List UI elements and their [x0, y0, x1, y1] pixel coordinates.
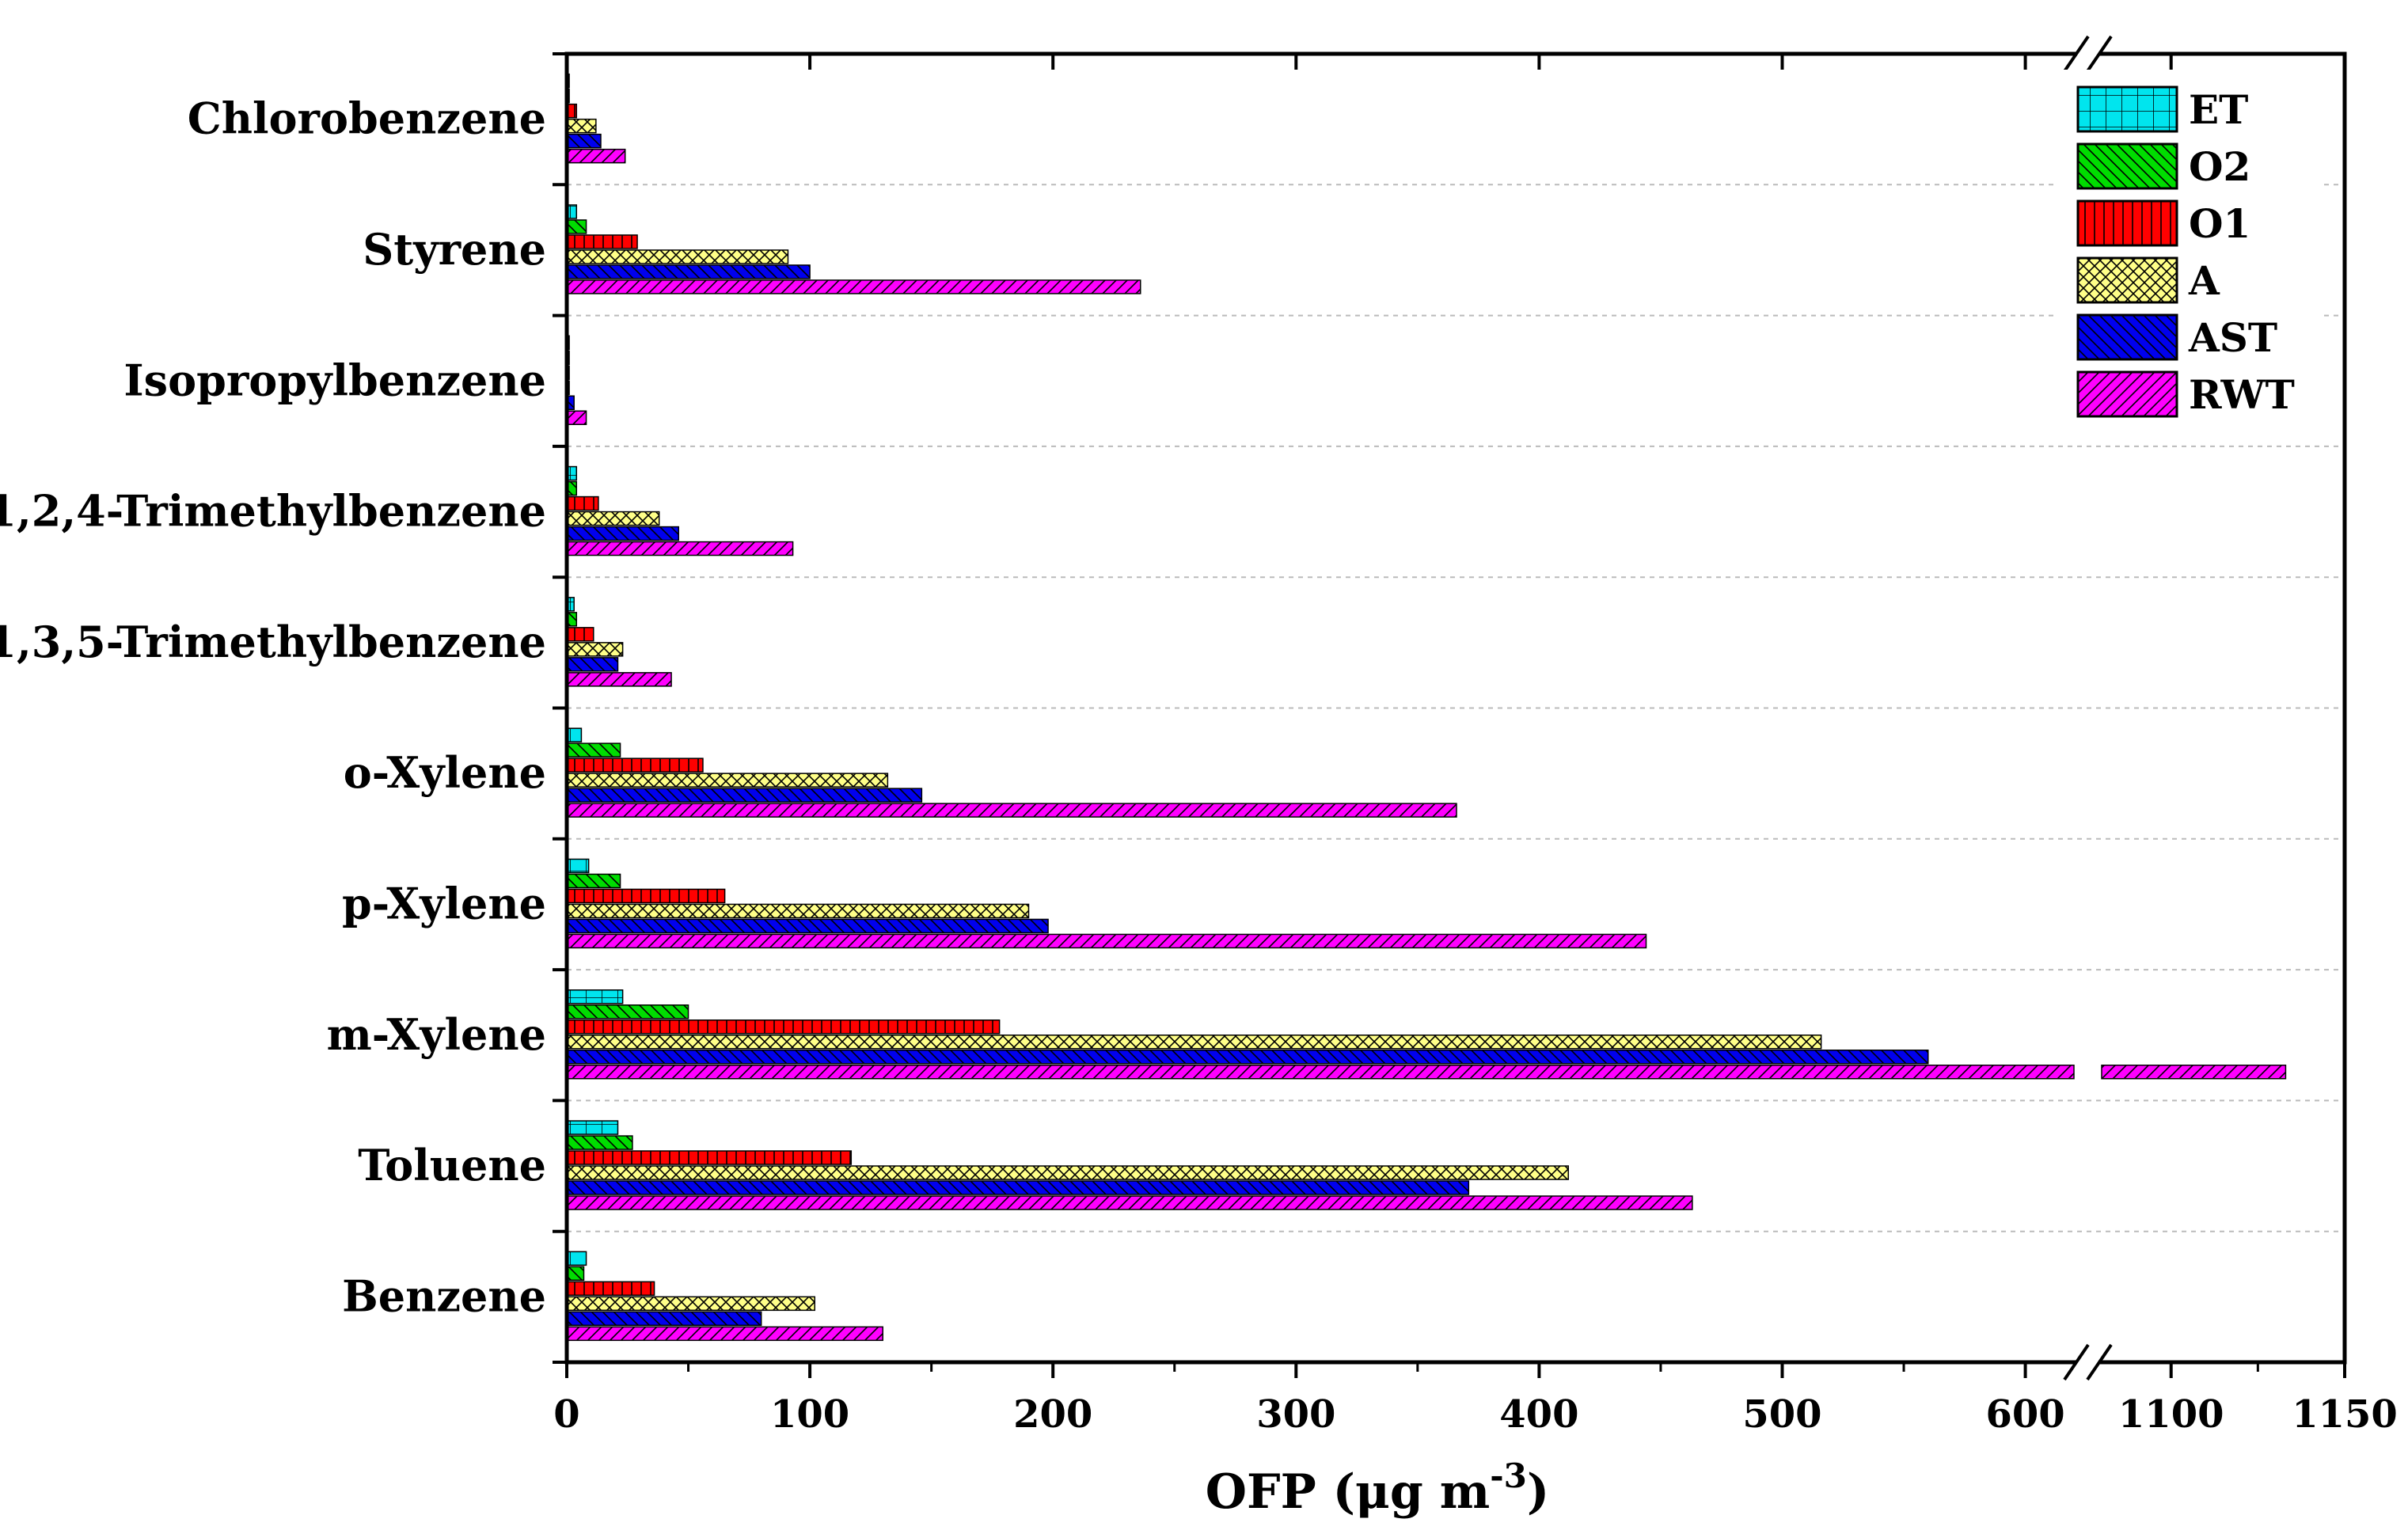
break-slash [2086, 35, 2113, 73]
grid-lines [567, 184, 2345, 1232]
x-tick-label: 600 [1985, 1392, 2064, 1437]
bar-O1 [566, 234, 638, 249]
legend-swatch-AST [2076, 313, 2178, 361]
break-gap [2077, 1356, 2098, 1369]
x-tick-label: 0 [553, 1392, 579, 1437]
category-label: m-Xylene [327, 1009, 546, 1060]
bar-AST [566, 788, 923, 803]
bar-O2 [566, 1135, 633, 1150]
legend-swatch-A [2076, 256, 2178, 304]
break-slash [2063, 1343, 2090, 1381]
category-label: Isopropylbenzene [123, 355, 546, 405]
bar-O1 [566, 1281, 655, 1297]
bar-O1 [566, 888, 726, 904]
bar-O2 [566, 742, 621, 758]
bar-RWT [566, 410, 587, 425]
break-slash [2063, 35, 2090, 73]
bar-AST [566, 133, 602, 149]
axis-break-marks [2063, 35, 2113, 1381]
bar-RWT [566, 1195, 1693, 1210]
break-slash [2086, 1343, 2113, 1381]
bar-O2 [566, 219, 587, 234]
category-label: 1,3,5-Trimethylbenzene [0, 617, 546, 667]
category-label: Toluene [358, 1140, 546, 1190]
bar-O1 [566, 496, 599, 511]
x-axis-title: OFP (μg m-3) [1206, 1456, 1550, 1520]
category-label: p-Xylene [342, 878, 546, 928]
bar-AST [566, 657, 619, 672]
category-labels: Chlorobenzene Styrene Isopropylbenzene 1,2,… [0, 93, 546, 1322]
x-tick-label: 1100 [2118, 1392, 2224, 1437]
legend-swatch-O1 [2076, 199, 2178, 247]
bar-A [566, 249, 789, 264]
legend-label-RWT: RWT [2189, 371, 2295, 418]
x-tick-label: 1150 [2292, 1392, 2398, 1437]
x-tick-label: 500 [1742, 1392, 1821, 1437]
bar-RWT [566, 803, 1457, 818]
bars [566, 73, 2287, 1342]
legend-label-O2: O2 [2189, 143, 2250, 190]
bar-A [566, 1165, 1569, 1180]
bar-RWT [566, 1326, 883, 1342]
bar-ET [566, 727, 583, 742]
x-axis-title-superscript: -3 [1490, 1456, 1527, 1495]
bar-ET [566, 1120, 619, 1135]
category-label: o-Xylene [344, 747, 546, 798]
legend-swatch-O2 [2076, 142, 2178, 190]
bar-O2 [566, 873, 621, 889]
legend-label-O1: O1 [2189, 200, 2250, 247]
legend: ET O2 O1 A AST RWT [2058, 70, 2319, 434]
bar-RWT [566, 933, 1647, 949]
bar-ET [566, 858, 590, 874]
x-axis-title-suffix: ) [1527, 1464, 1549, 1520]
x-tick-label: 300 [1256, 1392, 1335, 1437]
bar-ET [566, 989, 624, 1004]
bar-RWT [566, 279, 1141, 294]
bar-A [566, 511, 660, 526]
bar-RWT [566, 148, 626, 164]
bar-AST [566, 264, 811, 279]
legend-swatch-RWT [2076, 370, 2178, 418]
bar-A [566, 1035, 1822, 1050]
bar-RWT [566, 672, 672, 687]
bar-ET [566, 1251, 587, 1266]
bar-O1 [566, 1020, 1001, 1035]
bar-A [566, 773, 889, 788]
bar-A [566, 642, 624, 657]
bar-O1 [566, 1150, 853, 1165]
bar-RWT-segment-2 [2101, 1065, 2287, 1080]
category-label: 1,2,4-Trimethylbenzene [0, 486, 546, 537]
bar-AST [566, 1050, 1929, 1065]
axis-ticks [553, 52, 2346, 1378]
bar-RWT [566, 541, 794, 556]
bar-A [566, 118, 597, 134]
bar-O2 [566, 1266, 585, 1281]
bar-A [566, 1296, 815, 1312]
bar-O1 [566, 758, 704, 773]
x-tick-label: 400 [1499, 1392, 1578, 1437]
x-tick-labels: 0 100 200 300 400 500 600 1100 1150 [553, 1392, 2398, 1437]
legend-label-A: A [2188, 257, 2220, 304]
category-label: Chlorobenzene [188, 93, 546, 144]
bar-AST [566, 526, 680, 541]
x-axis-title-main: OFP (μg m [1206, 1464, 1491, 1520]
bar-O1 [566, 627, 594, 642]
x-tick-label: 100 [770, 1392, 849, 1437]
bar-AST [566, 1180, 1470, 1195]
legend-label-ET: ET [2189, 86, 2248, 133]
legend-label-AST: AST [2188, 314, 2277, 361]
legend-swatch-ET [2076, 85, 2178, 133]
break-gap [2077, 47, 2098, 60]
bar-O2 [566, 1004, 689, 1020]
category-label: Benzene [342, 1270, 546, 1321]
bar-AST [566, 918, 1049, 934]
category-label: Styrene [363, 224, 546, 275]
x-tick-label: 200 [1013, 1392, 1092, 1437]
bar-A [566, 903, 1030, 919]
bar-RWT-segment-1 [566, 1065, 2075, 1080]
bar-AST [566, 1311, 762, 1327]
